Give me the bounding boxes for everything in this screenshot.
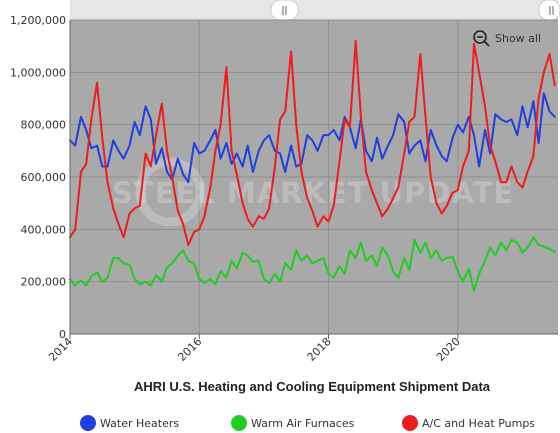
legend-item-water-heaters[interactable]: Water Heaters xyxy=(80,415,179,431)
zoom-out-icon xyxy=(473,30,487,44)
show-all-button[interactable]: Show all xyxy=(473,30,541,47)
legend-marker xyxy=(231,415,247,431)
y-tick-label: 0 xyxy=(59,328,66,341)
legend-marker xyxy=(80,415,96,431)
scrollbar-track[interactable] xyxy=(70,0,558,20)
y-tick-label: 1,200,000 xyxy=(10,14,66,27)
legend-label: Water Heaters xyxy=(100,417,179,430)
scrollbar-handle-left[interactable] xyxy=(270,0,299,21)
series-line-warm-air-furnaces[interactable] xyxy=(69,236,556,292)
y-tick-label: 800,000 xyxy=(21,119,67,132)
series-line-a-c-and-heat-pumps[interactable] xyxy=(69,39,556,246)
x-tick-label: 2016 xyxy=(175,335,204,364)
series-lines xyxy=(69,39,556,292)
x-tick-label: 2020 xyxy=(434,335,463,364)
x-tick-label: 2014 xyxy=(46,335,75,364)
legend-item-warm-air-furnaces[interactable]: Warm Air Furnaces xyxy=(231,415,355,431)
series-line-water-heaters[interactable] xyxy=(69,92,556,184)
legend[interactable]: Water Heaters Warm Air Furnaces A/C and He… xyxy=(80,415,535,431)
legend-label: Warm Air Furnaces xyxy=(251,417,355,430)
y-tick-label: 200,000 xyxy=(21,276,67,289)
y-tick-label: 600,000 xyxy=(21,171,67,184)
legend-label: A/C and Heat Pumps xyxy=(422,417,535,430)
zoom-out-icon-handle xyxy=(483,40,490,47)
y-tick-label: 1,000,000 xyxy=(10,66,66,79)
range-scrollbar[interactable] xyxy=(70,0,560,21)
x-tick-label: 2018 xyxy=(305,335,334,364)
show-all-label[interactable]: Show all xyxy=(495,32,541,45)
legend-marker xyxy=(402,415,418,431)
y-tick-label: 400,000 xyxy=(21,223,67,236)
chart-title: AHRI U.S. Heating and Cooling Equipment … xyxy=(134,379,491,394)
legend-item-a-c-and-heat-pumps[interactable]: A/C and Heat Pumps xyxy=(402,415,535,431)
